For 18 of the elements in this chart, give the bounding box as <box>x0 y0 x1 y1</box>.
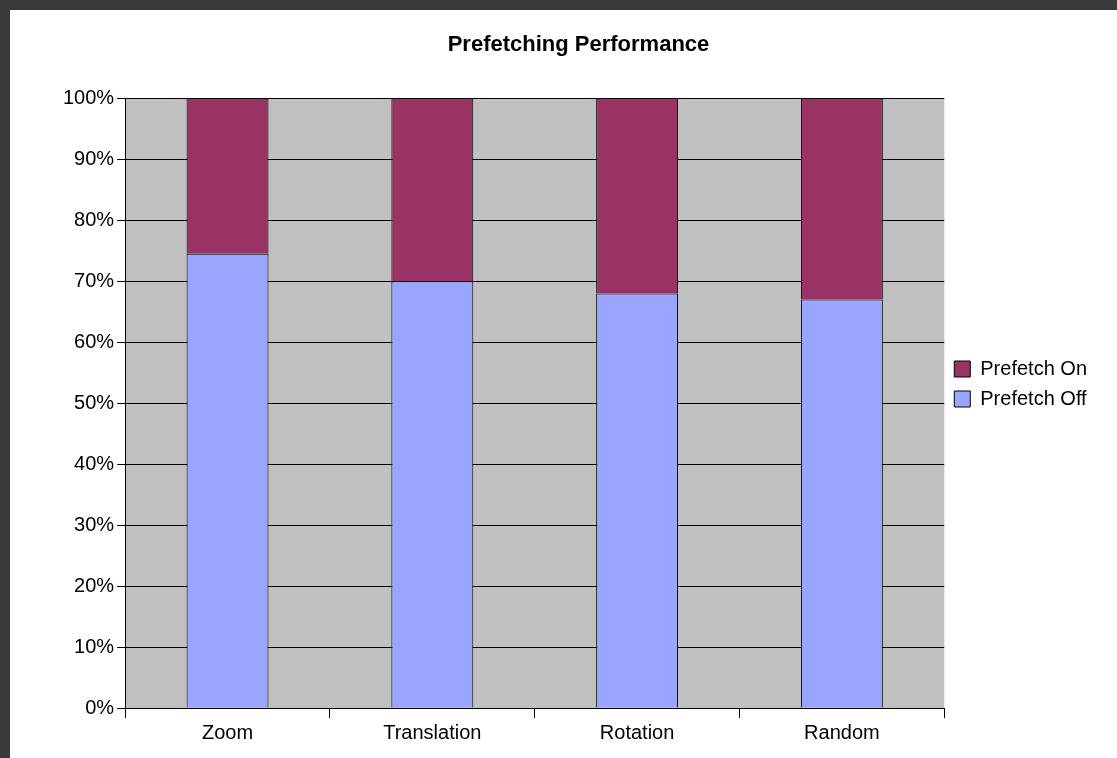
y-tick-label: 70% <box>74 268 115 291</box>
y-tick-label: 80% <box>74 207 115 230</box>
y-tick-label: 0% <box>85 695 115 718</box>
y-tick-label: 30% <box>74 512 115 535</box>
legend-label: Prefetch On <box>980 356 1087 379</box>
x-tick-label: Translation <box>383 720 482 743</box>
x-tick-label: Zoom <box>201 720 254 743</box>
y-tick-label: 50% <box>74 390 115 413</box>
legend-label: Prefetch Off <box>980 386 1088 409</box>
x-tick-label: Random <box>804 720 880 743</box>
y-tick-label: 40% <box>74 451 115 474</box>
y-tick-label: 90% <box>74 146 115 169</box>
y-tick-label: 60% <box>74 329 115 352</box>
y-tick-label: 20% <box>74 573 115 596</box>
y-tick-label: 10% <box>74 634 115 657</box>
x-tick-label: Rotation <box>599 720 675 743</box>
chart-title: Prefetching Performance <box>447 31 710 57</box>
y-tick-label: 100% <box>63 85 115 108</box>
